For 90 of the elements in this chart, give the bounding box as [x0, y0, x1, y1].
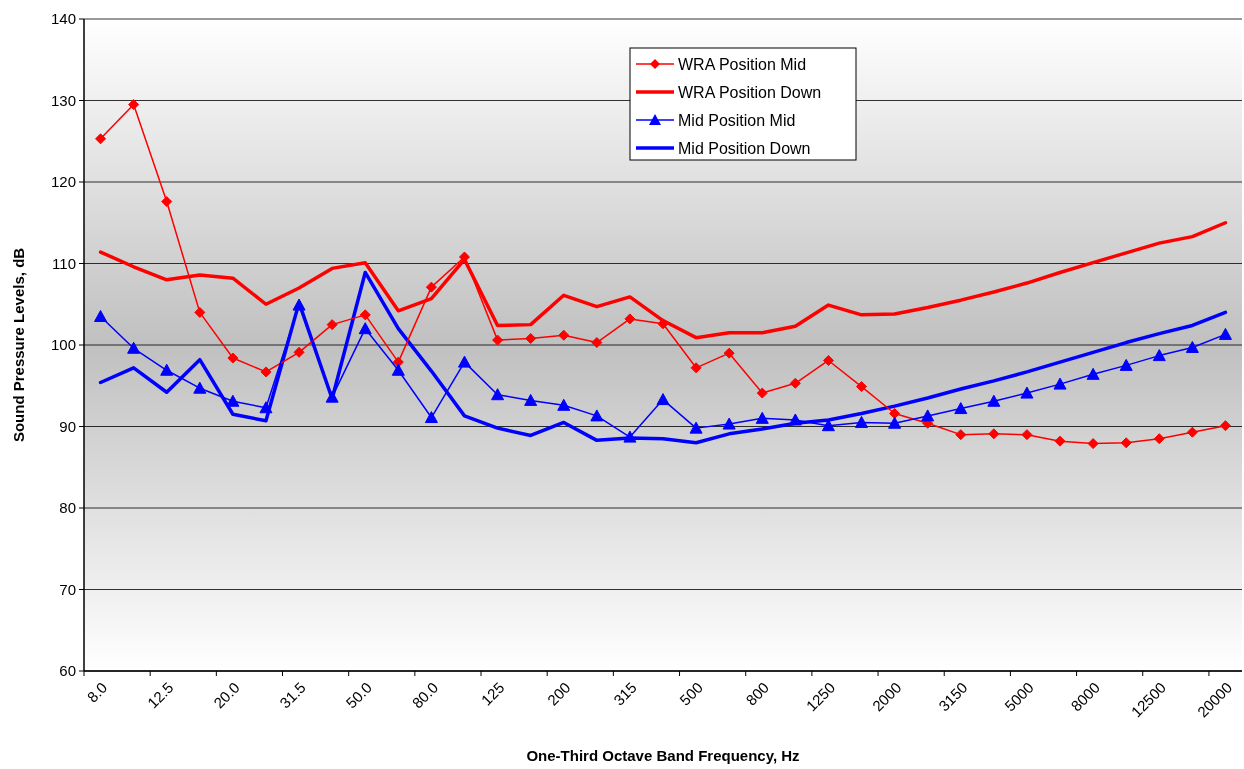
- point: [424, 411, 438, 424]
- point: [292, 298, 306, 311]
- point: [1219, 420, 1231, 432]
- point: [788, 413, 802, 426]
- point: [1087, 438, 1099, 450]
- x-tick-label: 500: [676, 678, 706, 709]
- x-tick-label: 800: [742, 678, 773, 709]
- legend-label: Mid Position Down: [678, 139, 811, 157]
- point: [822, 354, 834, 366]
- point: [955, 429, 967, 441]
- point: [94, 309, 108, 322]
- point: [358, 322, 372, 335]
- point: [1185, 340, 1199, 353]
- point: [1153, 433, 1165, 445]
- point: [95, 133, 107, 145]
- point: [1020, 386, 1034, 399]
- line-series: [98, 270, 1228, 445]
- point: [690, 362, 702, 374]
- y-tick-label: 70: [59, 580, 76, 598]
- y-tick-label: 90: [59, 417, 76, 435]
- point: [259, 401, 273, 414]
- point: [1152, 349, 1166, 362]
- point: [359, 309, 371, 321]
- y-tick-label: 110: [52, 254, 76, 272]
- point: [1086, 367, 1100, 380]
- legend-label: WRA Position Down: [678, 83, 822, 101]
- x-tick-label: 8.0: [83, 678, 111, 706]
- point: [756, 387, 768, 399]
- point: [193, 381, 207, 394]
- point: [755, 411, 769, 424]
- y-tick-label: 120: [50, 173, 76, 191]
- point: [457, 355, 471, 368]
- point: [326, 319, 338, 331]
- y-axis-title: Sound Pressure Levels, dB: [10, 247, 27, 443]
- point: [921, 409, 935, 422]
- point: [888, 416, 902, 429]
- point: [194, 306, 206, 318]
- point: [128, 99, 140, 111]
- point: [623, 430, 637, 443]
- point: [160, 363, 174, 376]
- x-axis-title: One-Third Octave Band Frequency, Hz: [526, 747, 800, 764]
- x-tick-label: 50.0: [342, 678, 376, 712]
- y-tick-label: 100: [50, 336, 76, 354]
- x-tick-label: 125: [477, 678, 508, 709]
- point: [1021, 429, 1033, 441]
- point: [524, 393, 538, 406]
- y-tick-label: 80: [59, 499, 76, 517]
- point: [226, 394, 240, 407]
- x-tick-label: 80.0: [408, 678, 442, 712]
- point: [260, 366, 272, 378]
- point: [425, 281, 437, 293]
- x-tick-label: 200: [543, 678, 574, 709]
- point: [227, 352, 239, 364]
- point: [591, 337, 603, 349]
- point: [1186, 426, 1198, 438]
- point: [889, 407, 901, 419]
- legend-label: Mid Position Mid: [678, 111, 796, 129]
- point: [525, 332, 537, 344]
- legend-label: WRA Position Mid: [678, 55, 807, 73]
- point: [558, 329, 570, 341]
- point: [491, 388, 505, 401]
- point: [657, 318, 669, 330]
- point: [988, 428, 1000, 440]
- y-tick-label: 130: [50, 91, 76, 109]
- y-tick-label: 140: [50, 10, 76, 28]
- point: [590, 409, 604, 422]
- point: [492, 334, 504, 346]
- point: [161, 196, 173, 208]
- point: [689, 421, 703, 434]
- point: [1120, 437, 1132, 449]
- point: [821, 419, 835, 432]
- point: [557, 398, 571, 411]
- point: [987, 394, 1001, 407]
- point: [1053, 377, 1067, 390]
- point: [723, 347, 735, 359]
- point: [127, 341, 141, 354]
- point: [722, 417, 736, 430]
- point: [954, 402, 968, 415]
- point: [1119, 358, 1133, 371]
- point: [1218, 327, 1232, 340]
- y-tick-label: 60: [59, 662, 76, 680]
- point: [656, 393, 670, 406]
- point: [624, 313, 636, 325]
- point: [293, 346, 305, 358]
- point: [391, 363, 405, 376]
- point: [789, 377, 801, 389]
- point: [856, 381, 868, 393]
- point: [1054, 435, 1066, 447]
- x-tick-label: 315: [610, 678, 640, 709]
- point: [855, 415, 869, 428]
